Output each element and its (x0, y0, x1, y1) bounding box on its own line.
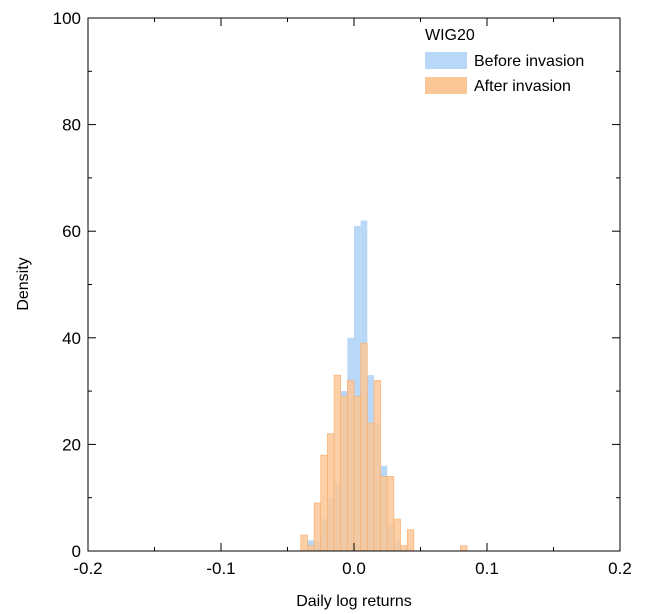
after-invasion-bar (313, 502, 322, 552)
after-invasion-bars (300, 342, 468, 552)
after-invasion-bar (366, 422, 375, 552)
after-invasion-bar (406, 529, 415, 552)
legend-label-before: Before invasion (474, 53, 584, 70)
after-invasion-bar (393, 518, 401, 552)
legend-title: WIG20 (425, 27, 475, 44)
after-invasion-bar (400, 545, 408, 552)
y-tick-label: 0 (72, 542, 81, 561)
after-invasion-bar (333, 374, 341, 552)
after-invasion-bar (460, 545, 468, 552)
after-invasion-bar (320, 454, 328, 552)
x-tick-label: 0.1 (475, 559, 499, 578)
x-tick-label: -0.2 (73, 559, 102, 578)
after-invasion-bar (307, 545, 315, 552)
after-invasion-bar (327, 433, 335, 552)
before-invasion-bar (354, 225, 361, 551)
y-tick-label: 20 (62, 435, 81, 454)
axis-ticks: -0.2 -0.1 0.0 0.1 0.2 0 20 40 60 80 100 (53, 9, 632, 578)
y-tick-label: 80 (62, 116, 81, 135)
x-axis-title: Daily log returns (296, 593, 412, 610)
y-tick-label: 60 (62, 222, 81, 241)
legend: WIG20 Before invasion After invasion (425, 27, 584, 95)
x-tick-label: 0.2 (608, 559, 632, 578)
after-invasion-bar (340, 396, 348, 552)
after-invasion-bar (373, 380, 381, 552)
x-tick-label: -0.1 (206, 559, 235, 578)
legend-swatch-after (425, 77, 467, 94)
y-tick-label: 100 (53, 9, 81, 28)
x-tick-label: 0.0 (342, 559, 366, 578)
legend-swatch-before (425, 52, 467, 69)
after-invasion-bar (300, 534, 308, 552)
y-axis-title: Density (15, 257, 32, 310)
y-tick-label: 40 (62, 329, 81, 348)
legend-label-after: After invasion (474, 78, 571, 95)
after-invasion-bar (353, 396, 361, 552)
after-invasion-bar (347, 380, 355, 552)
after-invasion-bar (360, 342, 368, 552)
after-invasion-bar (380, 476, 388, 552)
after-invasion-bar (386, 476, 395, 552)
